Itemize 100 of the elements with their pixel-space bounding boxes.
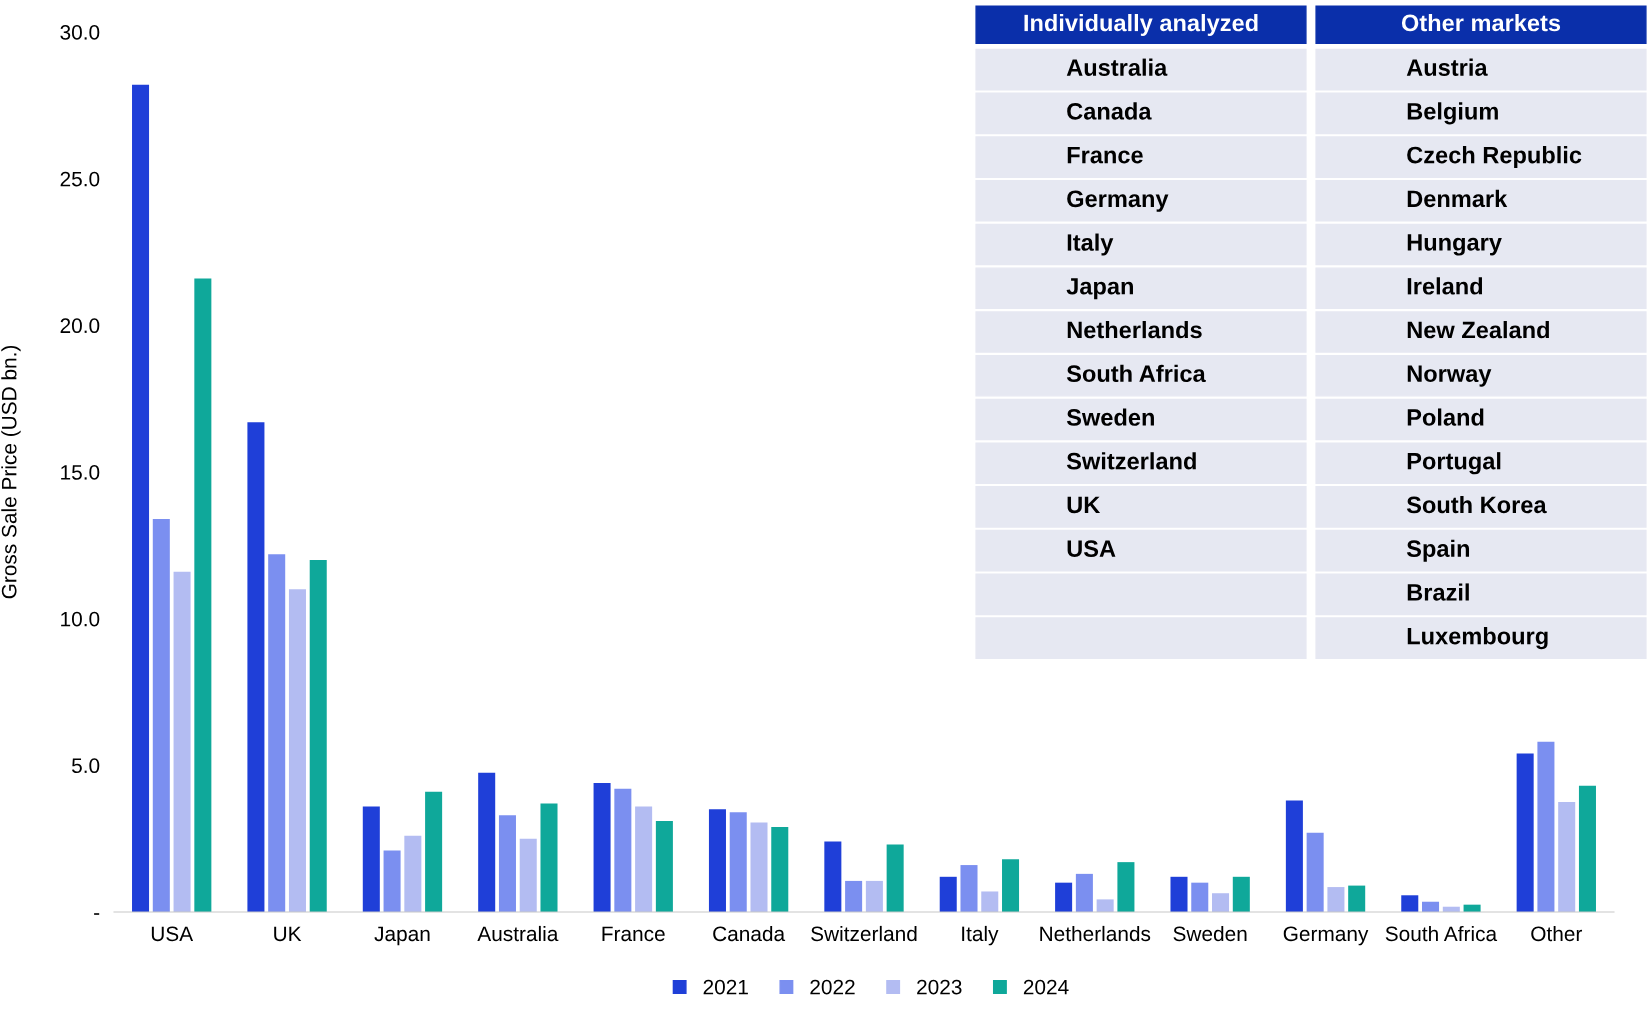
bar <box>132 84 150 912</box>
text: UK <box>1067 496 1101 514</box>
text: Japan <box>1066 278 1133 300</box>
text: New Zealand <box>1407 320 1549 339</box>
text: Australia <box>1066 58 1168 76</box>
text: South Korea <box>1406 495 1547 514</box>
bar <box>729 812 747 912</box>
text: France <box>1067 146 1143 164</box>
x-tick-label: USA <box>151 926 194 942</box>
bar <box>1055 882 1073 912</box>
bar <box>1170 876 1188 912</box>
bar <box>635 806 653 912</box>
x-tick-label: Other <box>1531 925 1583 942</box>
x-tick-label: Germany <box>1283 926 1369 946</box>
bar <box>1578 785 1596 912</box>
text: Italy <box>1067 233 1114 256</box>
y-axis-title: Gross Sale Price (USD bn.) <box>1 345 21 599</box>
text: Luxembourg <box>1407 627 1548 650</box>
category-label: Other markets <box>1401 13 1561 32</box>
text: Ireland <box>1407 277 1483 295</box>
text: Spain <box>1406 539 1470 562</box>
text: Denmark <box>1407 189 1508 208</box>
bar <box>771 826 789 912</box>
bar <box>1285 800 1303 912</box>
bar <box>750 822 768 912</box>
bar <box>593 782 611 912</box>
y-tick-label: 30.0 <box>60 25 100 40</box>
bar <box>540 803 558 912</box>
bar <box>1117 862 1135 912</box>
legend-label: 2024 <box>1023 979 1069 995</box>
bar <box>655 821 673 912</box>
bar <box>1348 885 1366 912</box>
bar <box>939 876 957 912</box>
x-tick-label: Japan <box>374 926 430 946</box>
y-tick-label: 10.0 <box>61 611 100 627</box>
bar <box>519 838 537 912</box>
bar <box>1191 882 1209 912</box>
text: Czech Republic <box>1407 146 1582 169</box>
bar <box>268 554 286 912</box>
bar <box>173 571 191 912</box>
bar <box>383 850 401 912</box>
x-tick-label: France <box>602 926 665 942</box>
x-tick-label: Sweden <box>1173 925 1247 942</box>
legend-label: 2022 <box>810 979 855 995</box>
x-tick-label: Switzerland <box>811 925 917 942</box>
bar <box>1401 895 1419 912</box>
text: Hungary <box>1407 234 1502 256</box>
text: Portugal <box>1407 452 1501 475</box>
x-tick-label: UK <box>274 926 302 942</box>
bar <box>247 422 265 912</box>
text: Sweden <box>1066 408 1154 426</box>
bar <box>960 865 978 912</box>
bar <box>1558 802 1576 912</box>
text: Germany <box>1067 190 1169 212</box>
bar <box>708 809 726 912</box>
x-tick-label: Netherlands <box>1040 925 1151 942</box>
legend-label: 2023 <box>917 979 962 995</box>
bar <box>1096 899 1114 912</box>
bar <box>1075 873 1093 912</box>
bar <box>1306 832 1324 912</box>
bar <box>1516 753 1534 912</box>
bar <box>309 560 327 912</box>
bar <box>362 806 380 912</box>
text: Switzerland <box>1066 452 1196 470</box>
bar <box>404 835 422 912</box>
bar <box>1537 741 1555 912</box>
bar <box>425 791 443 912</box>
bar <box>1002 859 1020 912</box>
category-label: Individually analyzed <box>1024 13 1258 36</box>
text: Poland <box>1407 408 1484 426</box>
text: USA <box>1067 540 1116 557</box>
bar <box>1232 876 1250 912</box>
bar <box>1212 893 1230 912</box>
text: Canada <box>1067 102 1152 120</box>
text: Norway <box>1407 365 1492 387</box>
bar <box>886 844 904 912</box>
bar <box>288 589 306 912</box>
y-tick-label: 15.0 <box>61 465 100 480</box>
bar <box>614 788 632 912</box>
text: Netherlands <box>1067 320 1202 339</box>
text: South Africa <box>1066 364 1206 383</box>
x-tick-label: Canada <box>713 925 786 942</box>
bar <box>845 880 863 912</box>
bar <box>865 880 883 912</box>
bar <box>478 772 496 912</box>
bar <box>194 278 212 912</box>
text: Brazil <box>1407 583 1469 601</box>
bar <box>824 841 842 912</box>
x-tick-label: Australia <box>477 925 559 942</box>
y-tick-label: 5.0 <box>71 758 100 774</box>
y-tick-label: 20.0 <box>60 318 100 334</box>
y-tick-label: - <box>94 913 100 915</box>
bar <box>981 891 999 912</box>
x-tick-label: South Africa <box>1385 925 1498 942</box>
bar <box>498 815 516 912</box>
legend-label: 2021 <box>703 979 748 995</box>
y-tick-label: 25.0 <box>60 171 100 187</box>
text: Belgium <box>1407 102 1498 125</box>
bar <box>1327 887 1345 912</box>
bar <box>152 518 170 912</box>
